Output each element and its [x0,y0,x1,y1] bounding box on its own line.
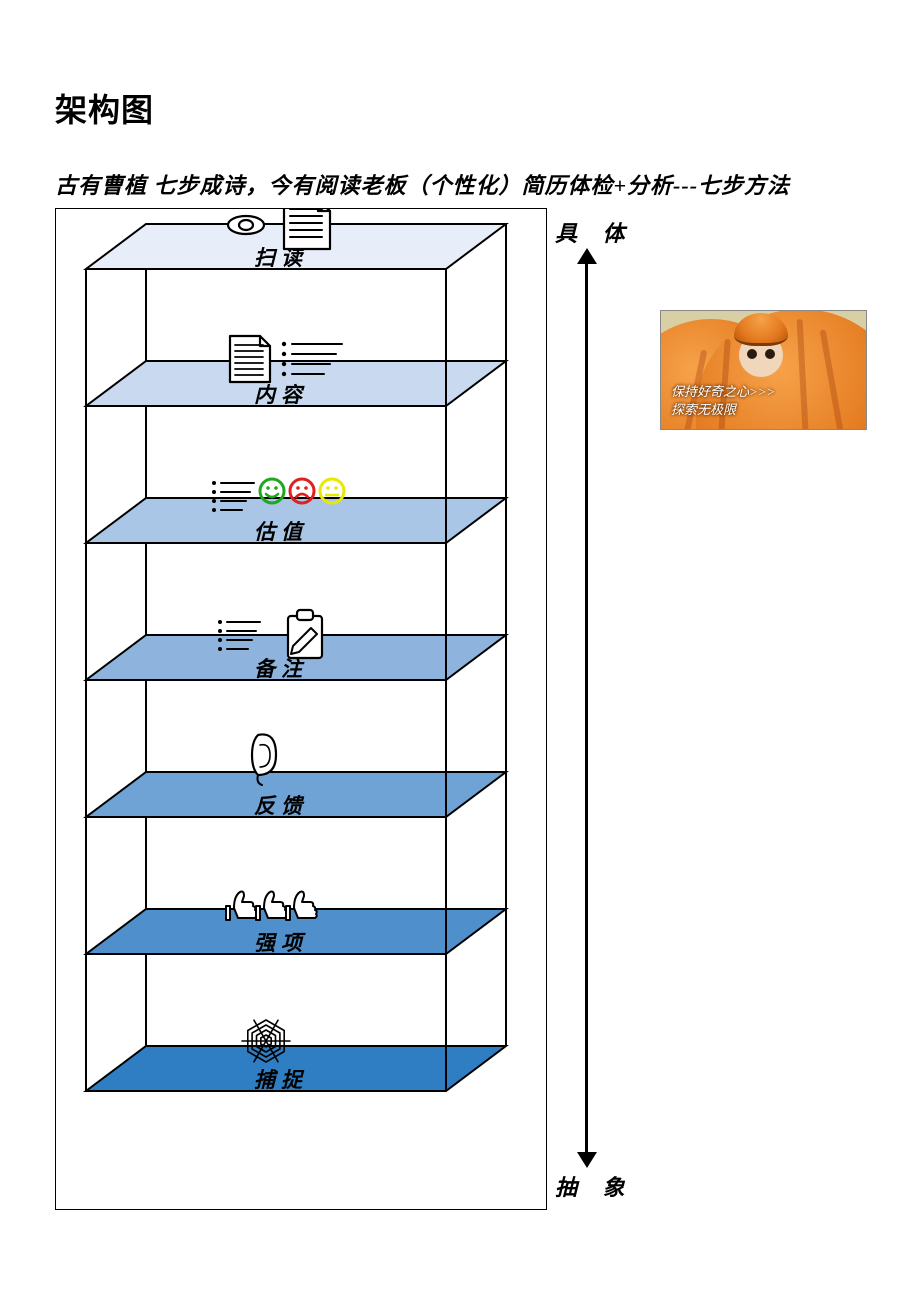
layer-label: 内容 [254,383,308,407]
layer-内容: 内容 [86,336,506,407]
axis-bottom-label: 抽 象 [555,1170,635,1202]
side-photo-line2: 探索无极限 [671,402,736,417]
layer-强项: 强项 [86,892,506,956]
layer-反馈: 反馈 [86,734,506,818]
layer-label: 备注 [254,657,308,681]
eye-icon [747,349,757,359]
layer-label: 强项 [254,931,308,955]
diagram-svg: 扫读内容估值备注反馈强项捕捉 [56,209,546,1209]
axis-line [585,262,588,1154]
page-title: 架构图 [55,85,154,131]
layer-估值: 估值 [86,479,506,544]
layer-扫读: 扫读 [86,209,506,270]
side-photo-line1: 保持好奇之心>>> [671,384,775,399]
side-photo: 保持好奇之心>>> 探索无极限 [660,310,867,430]
strength-icon [226,892,317,921]
axis-arrow-down-icon [577,1152,597,1168]
layer-diagram: 扫读内容估值备注反馈强项捕捉 [55,208,547,1210]
side-photo-caption: 保持好奇之心>>> 探索无极限 [671,383,775,419]
axis-top-label: 具 体 [555,216,635,248]
eye-icon [765,349,775,359]
page-subtitle: 古有曹植 七步成诗，今有阅读老板（个性化）简历体检+分析---七步方法 [55,168,790,200]
page-root: 架构图 古有曹植 七步成诗，今有阅读老板（个性化）简历体检+分析---七步方法 … [0,0,920,1302]
layer-label: 反馈 [254,794,308,818]
axis-panel: 具 体 抽 象 [555,208,625,1208]
layer-捕捉: 捕捉 [86,1020,506,1092]
layer-label: 估值 [254,520,308,544]
layer-label: 捕捉 [254,1068,308,1092]
layer-备注: 备注 [86,610,506,681]
